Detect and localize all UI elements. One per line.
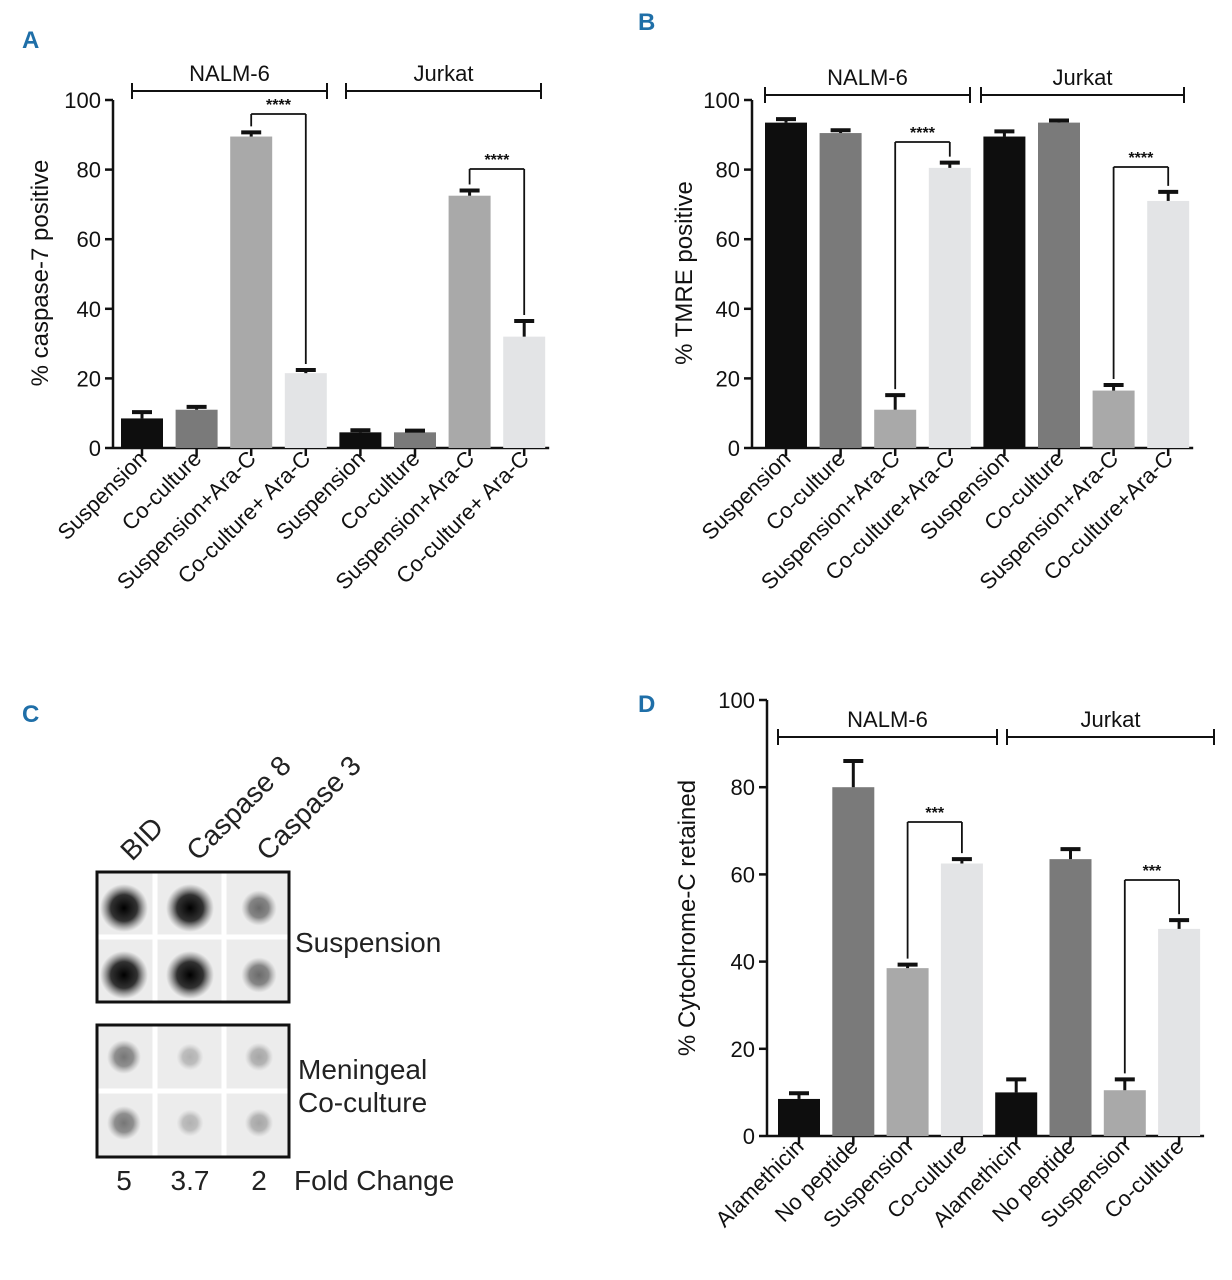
y-tick-label: 60 [77,227,101,252]
blot-dot [244,1042,274,1072]
y-tick-label: 100 [718,688,755,713]
group-label: NALM-6 [847,707,928,732]
chart-d-cytochrome-c: 0 20 40 60 80 100 % Cytochrome-C retained NALM-… [674,688,1215,1233]
y-tick-label: 80 [716,158,740,183]
bar [874,409,917,448]
y-tick-label: 40 [731,950,755,975]
fold-change-value: 5 [116,1165,132,1196]
blot-dot [100,884,148,932]
bar [503,336,546,448]
y-tick-label: 80 [731,775,755,800]
bar [1147,200,1190,448]
fold-change-label: Fold Change [294,1165,454,1196]
bar [995,1092,1038,1136]
fold-change-value: 3.7 [171,1165,210,1196]
y-tick-label: 0 [728,436,740,461]
bar [765,122,807,449]
bar [983,136,1026,449]
significance-label: *** [925,805,944,822]
bar [230,136,273,449]
blot-dot [176,1043,204,1071]
blot-dot [107,1106,141,1140]
significance-label: **** [1128,150,1154,167]
blot-frame [95,870,291,1004]
group-label: Jurkat [1081,707,1141,732]
bar [778,1098,820,1136]
y-tick-label: 100 [703,88,740,113]
bar [886,968,929,1136]
bar [394,432,436,448]
panel-letter-d: D [638,691,655,718]
group-label: Jurkat [414,61,474,86]
blot-dot [176,1109,204,1137]
blot-frame [95,1023,291,1159]
blot-row-label: Co-culture [298,1087,427,1118]
bar [1103,1090,1146,1136]
blot-dot [241,957,277,993]
y-tick-label: 80 [77,158,101,183]
y-tick-label: 20 [731,1037,755,1062]
bar [448,195,491,448]
panel-letter-b: B [638,9,655,36]
bar [339,432,382,448]
y-tick-label: 40 [716,297,740,322]
y-tick-label: 0 [743,1124,755,1149]
y-tick-label: 40 [77,297,101,322]
bar [284,373,327,448]
bar [940,863,983,1136]
y-tick-label: 60 [716,227,740,252]
bar [1049,859,1092,1136]
y-tick-label: 100 [64,88,101,113]
y-axis-label: % TMRE positive [671,181,698,365]
chart-a-caspase7: 0 20 40 60 80 100 % caspase-7 positive NALM-6 Ju… [27,61,550,595]
significance-label: **** [910,125,936,142]
significance-label: **** [484,152,510,169]
y-axis-label: % Cytochrome-C retained [674,780,701,1056]
blot-dot [100,951,148,999]
blot-dot [166,884,214,932]
significance-label: *** [1143,863,1162,880]
bar [1038,122,1080,449]
significance-label: **** [266,97,292,114]
bar [832,787,875,1136]
blot-column-label: BID [114,811,169,866]
y-axis-label: % caspase-7 positive [27,160,54,387]
panel-letter-c: C [22,701,39,728]
y-tick-label: 60 [731,862,755,887]
bar [819,133,862,448]
blot-dot [241,890,277,926]
y-tick-label: 0 [89,436,101,461]
blot-row-label: Suspension [295,927,441,958]
bar [928,167,971,449]
blot-dot [244,1108,274,1138]
y-tick-label: 20 [77,366,101,391]
blot-dot [107,1040,141,1074]
bar [121,418,163,448]
bar [175,409,218,448]
fold-change-value: 2 [251,1165,267,1196]
group-label: NALM-6 [189,61,270,86]
blot-row-label: Meningeal [298,1054,427,1085]
blot-dot [166,951,214,999]
y-tick-label: 20 [716,366,740,391]
bar [1158,928,1201,1136]
panel-letter-a: A [22,27,39,54]
group-label: NALM-6 [827,65,908,90]
group-label: Jurkat [1053,65,1113,90]
bar [1092,390,1135,448]
